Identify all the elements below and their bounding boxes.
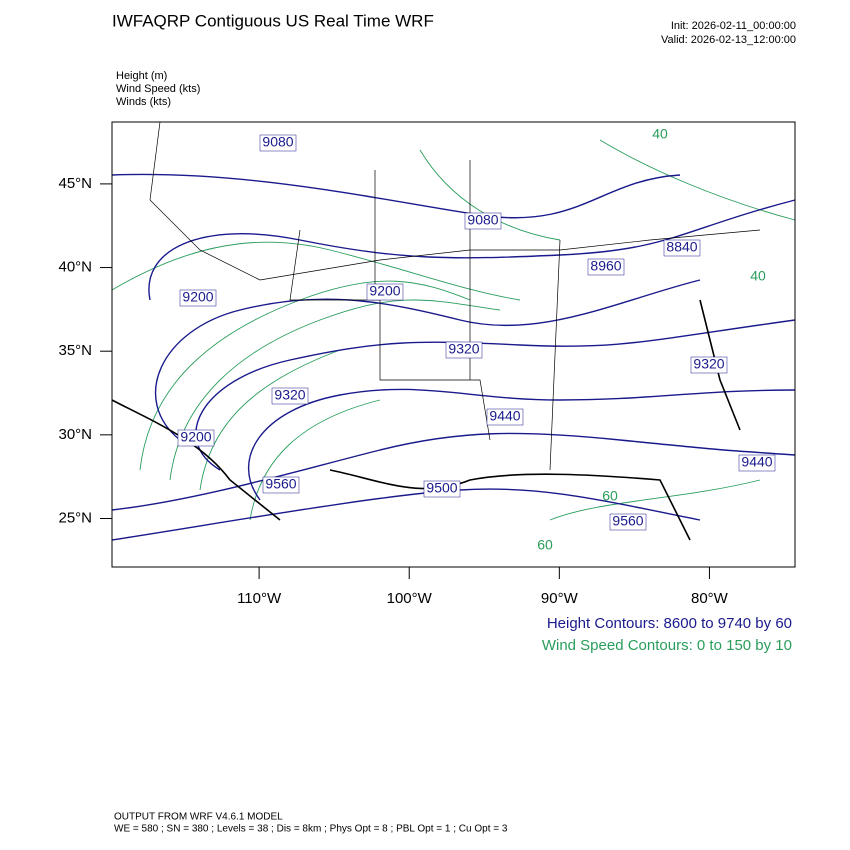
- height-contour-label: 8960: [590, 258, 621, 274]
- field-label: Wind Speed (kts): [116, 83, 200, 95]
- wind-contour: [599, 139, 796, 221]
- boundary: [149, 121, 761, 281]
- label-box: [177, 429, 215, 447]
- height-contour-label: 9200: [369, 283, 400, 299]
- height-contour-label: 9500: [426, 480, 457, 496]
- x-tick-label: 80°W: [691, 590, 729, 607]
- y-tick-label: 25°N: [58, 509, 92, 526]
- label-box: [259, 134, 297, 152]
- height-contour: [248, 388, 796, 501]
- y-tick-label: 35°N: [58, 342, 92, 359]
- title: IWFAQRP Contiguous US Real Time WRF: [112, 11, 434, 30]
- label-box: [179, 289, 217, 307]
- height-contour: [148, 199, 796, 301]
- y-tick-label: 45°N: [58, 175, 92, 192]
- label-box: [464, 212, 502, 230]
- contour-labels: 9080 9080 9200 9200 8960 8840 9320 9320 9200 9440…: [177, 126, 776, 553]
- height-contour-label: 9080: [467, 212, 498, 228]
- field-label: Height (m): [116, 70, 167, 82]
- label-box: [423, 480, 461, 498]
- wind-contour-label: 60: [602, 488, 618, 504]
- boundary: [289, 229, 491, 441]
- init-time: Init: 2026-02-11_00:00:00: [671, 20, 796, 32]
- label-box: [271, 387, 309, 405]
- height-contour-label: 9320: [693, 356, 724, 372]
- wind-speed-contours: [111, 139, 796, 521]
- label-box: [663, 239, 701, 257]
- height-contour-label: 9320: [448, 341, 479, 357]
- wind-contour: [549, 479, 761, 521]
- height-contour-label: 8840: [666, 239, 697, 255]
- wind-legend: Wind Speed Contours: 0 to 150 by 10: [542, 637, 792, 654]
- map-frame: 9080 9080 9200 9200 8960 8840 9320 9320 9200 9440…: [111, 121, 796, 568]
- height-contour-label: 9440: [489, 408, 520, 424]
- height-contour-label: 9440: [741, 454, 772, 470]
- wind-contour: [419, 149, 561, 241]
- height-contour-label: 9080: [262, 134, 293, 150]
- y-tick-label: 30°N: [58, 426, 92, 443]
- map-border: [111, 121, 796, 568]
- wind-contour: [139, 280, 471, 471]
- footer-options: WE = 580 ; SN = 380 ; Levels = 38 ; Dis …: [114, 824, 508, 835]
- height-contour-label: 9200: [182, 289, 213, 305]
- wind-contour-label: 40: [652, 126, 668, 142]
- footer-model: OUTPUT FROM WRF V4.6.1 MODEL: [114, 812, 283, 823]
- label-box: [690, 356, 728, 374]
- label-box: [587, 258, 625, 276]
- label-box: [609, 513, 647, 531]
- field-label: Winds (kts): [116, 96, 171, 108]
- label-box: [445, 341, 483, 359]
- wind-contour: [111, 241, 521, 301]
- height-contour-label: 9560: [612, 513, 643, 529]
- x-tick-label: 110°W: [237, 590, 282, 607]
- x-tick-label: 90°W: [541, 590, 579, 607]
- wind-contour-label: 40: [750, 268, 766, 284]
- height-contour-label: 9200: [180, 429, 211, 445]
- wind-contour: [249, 399, 381, 521]
- y-tick-label: 40°N: [58, 259, 92, 276]
- height-contour-label: 9560: [265, 476, 296, 492]
- height-contour: [154, 279, 701, 441]
- label-box: [366, 283, 404, 301]
- valid-time: Valid: 2026-02-13_12:00:00: [661, 34, 796, 46]
- wind-contour: [199, 349, 341, 491]
- height-contour-label: 9320: [274, 387, 305, 403]
- height-contour: [195, 319, 796, 471]
- x-tick-label: 100°W: [387, 590, 433, 607]
- label-box: [262, 476, 300, 494]
- label-box: [486, 408, 524, 426]
- wind-contour: [169, 299, 501, 481]
- wind-contour-label: 60: [537, 537, 553, 553]
- label-box: [738, 454, 776, 472]
- axis-ticks: 110°W 100°W 90°W 80°W 25°N 30°N 35°N 40°N 45°N: [58, 175, 728, 607]
- height-legend: Height Contours: 8600 to 9740 by 60: [547, 615, 792, 632]
- height-contour: [111, 173, 681, 219]
